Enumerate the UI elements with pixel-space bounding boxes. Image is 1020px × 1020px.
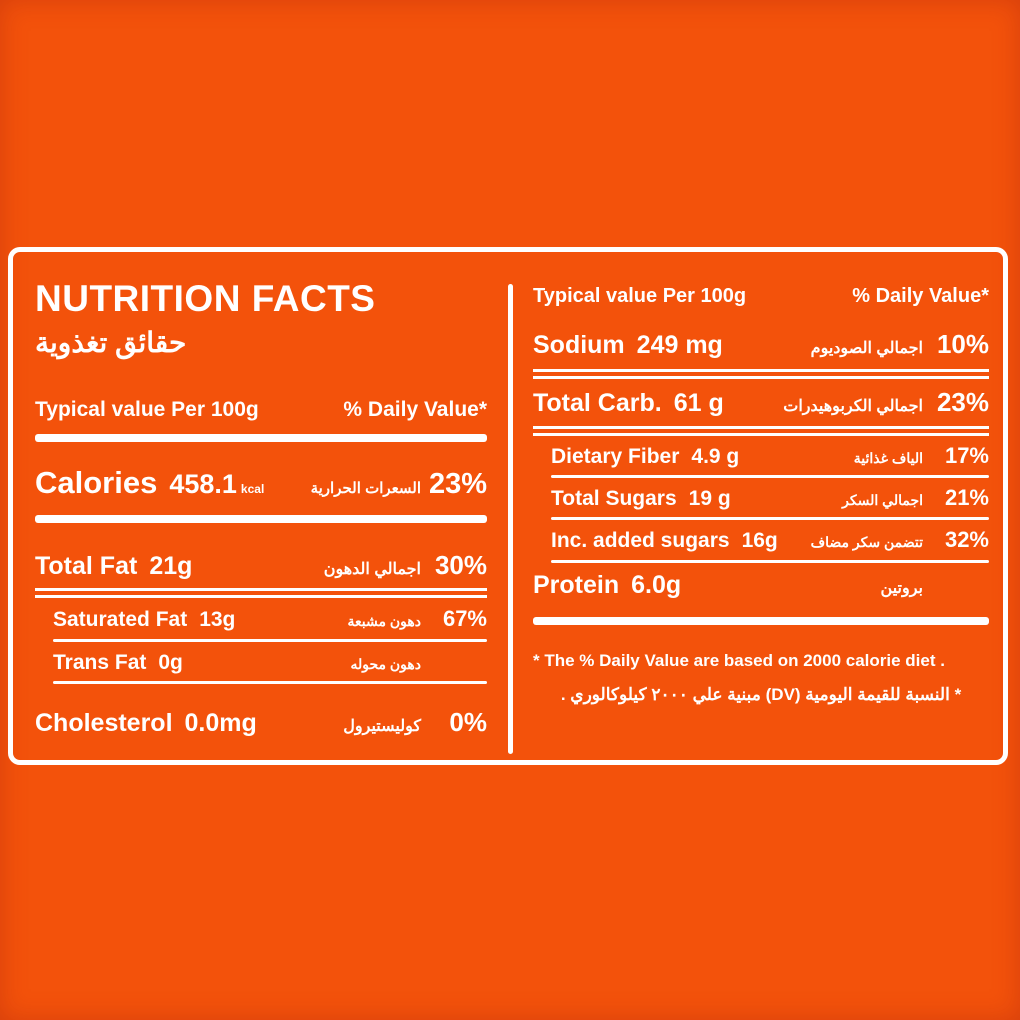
- nutrient-name: Dietary Fiber: [551, 445, 680, 468]
- nutrition-row-total-fat: Total Fat 21g اجمالي الدهون 30%: [35, 551, 487, 581]
- nutrient-name-and-amount: Protein 6.0g: [533, 570, 682, 600]
- nutrient-name-arabic: تتضمن سكر مضاف: [810, 534, 923, 551]
- nutrient-name-arabic: اجمالي السكر: [842, 492, 923, 509]
- separator: [53, 638, 487, 642]
- daily-value-percent: 21%: [944, 485, 989, 511]
- nutrient-name: Cholesterol: [35, 708, 173, 737]
- nutrition-row-trans-fat: Trans Fat 0g دهون محوله: [35, 651, 487, 674]
- nutrient-name-and-amount: Saturated Fat 13g: [53, 608, 235, 631]
- nutrient-name-and-amount: Calories 458.1 kcal: [35, 465, 265, 500]
- daily-value-percent: 23%: [428, 468, 487, 500]
- nutrition-row-cholesterol: Cholesterol 0.0mg كوليستيرول 0%: [35, 708, 487, 738]
- nutrient-name: Total Fat: [35, 551, 138, 580]
- daily-value-heading: % Daily Value*: [852, 285, 989, 307]
- nutrient-amount: 13g: [199, 608, 236, 632]
- nutrient-name-arabic: السعرات الحرارية: [310, 480, 421, 497]
- nutrition-label: NUTRITION FACTS حقائق تغذوية Typical val…: [8, 247, 1008, 765]
- nutrient-name: Calories: [35, 465, 158, 500]
- nutrient-name: Saturated Fat: [53, 608, 188, 632]
- nutrient-name-arabic: الياف غذائية: [853, 450, 923, 466]
- daily-value-percent: 30%: [434, 549, 487, 580]
- daily-value-percent: 67%: [442, 606, 487, 632]
- daily-value-percent: 10%: [936, 329, 989, 359]
- nutrient-amount: 249 mg: [636, 331, 723, 359]
- separator: [53, 680, 487, 684]
- nutrient-amount: 4.9 g: [691, 445, 740, 468]
- nutrition-row-dietary-fiber: Dietary Fiber 4.9 g الياف غذائية 17%: [533, 443, 989, 468]
- footnote-arabic: * النسبة للقيمة اليومية (DV) مبنية علي ٢…: [560, 685, 962, 705]
- nutrient-amount: 6.0g: [631, 570, 682, 599]
- nutrition-row-saturated-fat: Saturated Fat 13g دهون مشبعة 67%: [35, 606, 487, 632]
- separator: [35, 514, 487, 523]
- daily-value-heading: % Daily Value*: [343, 398, 487, 421]
- separator: [551, 475, 989, 479]
- nutrient-amount: 0.0mg: [184, 708, 257, 737]
- nutrient-name-and-amount: Sodium 249 mg: [533, 331, 723, 360]
- nutrient-amount: 0g: [158, 650, 183, 674]
- nutrient-name-arabic: دهون محوله: [350, 655, 421, 672]
- nutrient-name-and-amount: Dietary Fiber 4.9 g: [551, 445, 739, 468]
- nutrient-name-and-amount: Total Carb. 61 g: [533, 388, 724, 418]
- nutrition-row-calories: Calories 458.1 kcal السعرات الحرارية 23%: [35, 465, 487, 501]
- column-header-left: Typical value Per 100g % Daily Value*: [35, 399, 487, 420]
- nutrient-name-arabic: كوليستيرول: [343, 717, 421, 735]
- nutrient-name: Inc. added sugars: [551, 529, 730, 553]
- nutrient-name-arabic: اجمالي الدهون: [323, 560, 421, 578]
- daily-value-percent: 23%: [936, 386, 989, 417]
- separator: [533, 426, 989, 436]
- nutrient-name-arabic: دهون مشبعة: [347, 613, 422, 630]
- nutrition-row-total-carb: Total Carb. 61 g اجمالي الكربوهيدرات 23%: [533, 386, 989, 418]
- nutrient-name: Total Carb.: [533, 388, 662, 417]
- nutrient-name: Total Sugars: [551, 487, 677, 511]
- right-rows-container: Sodium 249 mg اجمالي الصوديوم 10% Total Carb…: [533, 330, 989, 626]
- nutrient-name: Sodium: [533, 331, 625, 359]
- separator: [551, 559, 989, 563]
- label-title: NUTRITION FACTS: [35, 278, 376, 319]
- column-header-right: Typical value Per 100g % Daily Value*: [533, 286, 989, 306]
- typical-value-heading: Typical value Per 100g: [35, 398, 259, 421]
- separator: [35, 434, 487, 442]
- nutrient-amount: 61 g: [673, 388, 724, 417]
- nutrition-row-sodium: Sodium 249 mg اجمالي الصوديوم 10%: [533, 330, 989, 360]
- nutrient-name-arabic: اجمالي الكربوهيدرات: [783, 397, 923, 415]
- daily-value-percent: 0%: [449, 706, 487, 737]
- column-right: Typical value Per 100g % Daily Value* So…: [533, 252, 989, 706]
- footnote-english: * The % Daily Value are based on 2000 ca…: [533, 651, 945, 671]
- separator: [533, 368, 989, 379]
- separator: [551, 517, 989, 521]
- nutrient-name: Trans Fat: [53, 650, 147, 674]
- nutrient-amount: 19 g: [688, 487, 731, 511]
- daily-value-percent: 32%: [944, 527, 989, 553]
- nutrient-name-arabic: بروتين: [880, 579, 923, 597]
- nutrient-name-and-amount: Total Fat 21g: [35, 551, 193, 581]
- column-left: NUTRITION FACTS حقائق تغذوية Typical val…: [35, 252, 487, 737]
- separator: [533, 617, 989, 626]
- separator: [35, 588, 487, 599]
- nutrient-amount: 458.1: [169, 469, 237, 499]
- nutrient-amount: 21g: [149, 551, 193, 580]
- nutrition-row-protein: Protein 6.0g بروتين: [533, 570, 989, 600]
- label-title-arabic: حقائق تغذوية: [35, 327, 187, 358]
- nutrient-name: Protein: [533, 570, 620, 599]
- typical-value-heading: Typical value Per 100g: [533, 285, 747, 307]
- nutrient-name-and-amount: Trans Fat 0g: [53, 651, 183, 674]
- nutrient-amount: 16g: [741, 529, 778, 553]
- left-rows-container: Calories 458.1 kcal السعرات الحرارية 23% Tota…: [35, 465, 487, 738]
- nutrient-name-and-amount: Cholesterol 0.0mg: [35, 708, 257, 738]
- nutrient-name-arabic: اجمالي الصوديوم: [810, 340, 923, 357]
- nutrition-row-added-sugars: Inc. added sugars 16g تتضمن سكر مضاف 32%: [533, 527, 989, 553]
- column-divider: [508, 284, 513, 754]
- nutrition-row-total-sugars: Total Sugars 19 g اجمالي السكر 21%: [533, 485, 989, 511]
- daily-value-percent: 17%: [944, 443, 989, 468]
- nutrient-name-and-amount: Total Sugars 19 g: [551, 487, 731, 510]
- nutrient-unit: kcal: [240, 482, 265, 496]
- nutrient-name-and-amount: Inc. added sugars 16g: [551, 529, 778, 552]
